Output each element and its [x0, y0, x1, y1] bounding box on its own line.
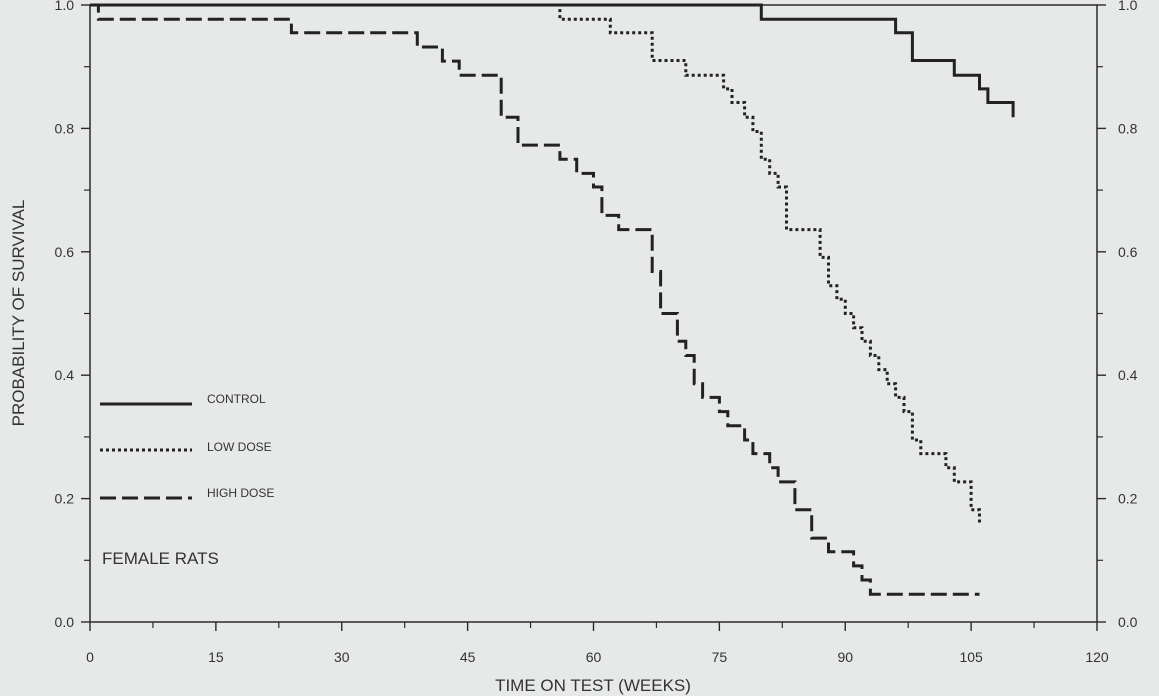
x-tick-label: 30 [334, 649, 350, 665]
y-tick-label-left: 1.0 [55, 0, 75, 13]
y-tick-label-right: 0.4 [1118, 367, 1138, 383]
panel-label: FEMALE RATS [102, 549, 219, 568]
series-line-high-dose [90, 3, 980, 596]
y-axis-title: PROBABILITY OF SURVIVAL [9, 200, 28, 427]
y-tick-label-right: 0.2 [1118, 491, 1138, 507]
x-tick-label: 60 [586, 649, 602, 665]
y-tick-label-right: 0.0 [1118, 614, 1138, 630]
plot-frame [89, 4, 1098, 623]
y-tick-label-right: 0.8 [1118, 120, 1138, 136]
x-tick-label: 90 [837, 649, 853, 665]
x-tick-label: 0 [86, 649, 94, 665]
y-tick-label-left: 0.4 [55, 367, 75, 383]
legend-label-high-dose: HIGH DOSE [207, 486, 274, 500]
y-tick-label-left: 0.0 [55, 614, 75, 630]
tick-labels: 0 15 30 45 60 75 90 105 120 0.0 0.0 0.2 0.2 0.4 0.4 0.6… [55, 0, 1138, 665]
x-tick-label: 45 [460, 649, 476, 665]
x-tick-label: 105 [959, 649, 983, 665]
legend-label-control: CONTROL [207, 392, 266, 406]
axis-ticks [81, 4, 1106, 631]
series-line-low-dose [90, 3, 981, 524]
legend-label-low-dose: LOW DOSE [207, 440, 272, 454]
y-tick-label-left: 0.6 [55, 244, 75, 260]
y-tick-label-right: 1.0 [1118, 0, 1138, 13]
y-tick-label-right: 0.6 [1118, 244, 1138, 260]
x-tick-label: 15 [208, 649, 224, 665]
series-layer [90, 3, 1015, 596]
x-tick-label: 75 [712, 649, 728, 665]
x-tick-label: 120 [1085, 649, 1109, 665]
legend: CONTROL LOW DOSE HIGH DOSE [100, 392, 274, 500]
y-tick-label-left: 0.8 [55, 120, 75, 136]
y-tick-label-left: 0.2 [55, 491, 75, 507]
series-line-control [90, 3, 1015, 118]
x-axis-title: TIME ON TEST (WEEKS) [495, 676, 691, 695]
